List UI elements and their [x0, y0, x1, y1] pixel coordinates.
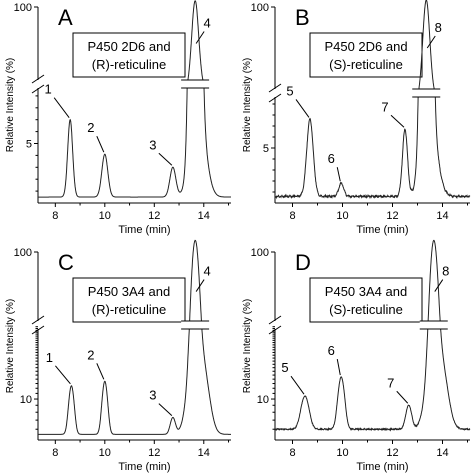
legend-line-1: P450 3A4 and	[88, 284, 170, 299]
x-tick-label: 10	[336, 447, 348, 459]
x-tick-label: 10	[99, 447, 111, 459]
peak-label: 5	[281, 360, 288, 375]
peak-label: 6	[328, 343, 335, 358]
y-tick-label: 5	[263, 143, 269, 155]
legend-line-1: P450 3A4 and	[325, 284, 407, 299]
x-tick-label: 14	[198, 210, 210, 222]
x-tick-label: 12	[386, 447, 398, 459]
panel-label: D	[295, 250, 311, 275]
x-tick-label: 12	[148, 210, 160, 222]
peak-label-leader	[290, 375, 305, 395]
y-tick-label: 100	[14, 2, 32, 14]
peak-label: 1	[46, 350, 53, 365]
y-tick-label: 100	[14, 247, 32, 259]
peak-label: 8	[435, 20, 442, 35]
peak-label-leader	[53, 97, 70, 118]
peak-break-gap	[419, 321, 448, 329]
peak-label-leader	[426, 35, 436, 49]
peak-label-leader	[158, 403, 173, 417]
peak-label: 7	[381, 99, 388, 114]
peak-label-leader	[96, 363, 105, 380]
y-axis-break-mark	[268, 93, 282, 103]
y-axis-title: Relative Intensity (%)	[242, 299, 253, 393]
legend-line-1: P450 2D6 and	[324, 39, 407, 54]
x-tick-label: 14	[436, 447, 448, 459]
chromatogram-trace	[38, 239, 231, 435]
peak-label: 1	[45, 82, 52, 97]
y-axis-break-mark	[268, 315, 282, 325]
y-axis-break-mark	[268, 83, 282, 93]
peak-label: 4	[204, 264, 211, 279]
peak-label-leader	[96, 136, 105, 153]
peak-label: 2	[87, 120, 94, 135]
chromatogram-trace	[38, 0, 231, 198]
x-tick-label: 8	[289, 210, 295, 222]
peak-label: 2	[87, 347, 94, 362]
x-tick-label: 12	[386, 210, 398, 222]
legend-line-2: (S)-reticuline	[329, 302, 403, 317]
y-axis-break-mark	[31, 74, 45, 84]
y-axis-break-mark	[31, 315, 45, 325]
legend-line-2: (R)-reticuline	[92, 57, 166, 72]
x-tick-label: 12	[148, 447, 160, 459]
y-tick-label: 10	[257, 394, 269, 406]
peak-label-leader	[336, 358, 341, 376]
chromatogram-trace	[274, 239, 471, 432]
y-tick-label: 100	[251, 247, 269, 259]
peak-label-leader	[390, 114, 405, 128]
x-tick-label: 14	[198, 447, 210, 459]
x-tick-label: 8	[52, 210, 58, 222]
peak-label: 7	[387, 375, 394, 390]
peak-label: 5	[286, 83, 293, 98]
panel-label: B	[295, 5, 310, 30]
chromatogram-trace	[274, 0, 471, 200]
legend-box	[309, 277, 423, 323]
peak-label: 3	[149, 388, 156, 403]
peak-break-gap	[412, 89, 441, 97]
panel-label: A	[58, 5, 73, 30]
legend-box	[309, 32, 423, 78]
panel-b: 8 10 12 14 5 100 Time (min) Relative Intensity …	[242, 0, 471, 236]
x-axis-title: Time (min)	[118, 224, 170, 236]
panel-label: C	[58, 250, 74, 275]
x-axis-title: Time (min)	[118, 461, 170, 473]
legend-box	[72, 277, 186, 323]
legend-line-1: P450 2D6 and	[87, 39, 170, 54]
y-tick-label: 100	[251, 2, 269, 14]
peak-label-leader	[336, 167, 341, 182]
panel-d: 8 10 12 14 10 100 Time (min) Relative Intensity…	[242, 239, 471, 473]
legend-line-2: (S)-reticuline	[329, 57, 403, 72]
x-tick-label: 8	[289, 447, 295, 459]
peak-label-leader	[396, 390, 409, 404]
x-axis-title: Time (min)	[356, 224, 408, 236]
x-tick-label: 10	[99, 210, 111, 222]
x-tick-label: 8	[52, 447, 58, 459]
x-tick-label: 10	[336, 210, 348, 222]
peak-break-gap	[181, 321, 210, 329]
peak-label: 6	[328, 151, 335, 166]
peak-label-leader	[158, 152, 173, 166]
peak-break-gap	[181, 80, 210, 88]
peak-label: 3	[149, 137, 156, 152]
peak-label-leader	[55, 365, 71, 385]
peak-label-leader	[295, 99, 310, 118]
x-tick-label: 14	[436, 210, 448, 222]
y-axis-title: Relative Intensity (%)	[5, 299, 16, 393]
y-tick-label: 5	[26, 139, 32, 151]
peak-label-leader	[195, 279, 205, 292]
x-axis-title: Time (min)	[356, 461, 408, 473]
y-axis-title: Relative Intensity (%)	[242, 58, 253, 152]
peak-label: 8	[442, 264, 449, 279]
y-axis-title: Relative Intensity (%)	[5, 58, 16, 152]
y-tick-label: 10	[20, 394, 32, 406]
y-axis-break-mark	[31, 84, 45, 94]
peak-label-leader	[434, 279, 444, 292]
peak-label-leader	[195, 31, 205, 44]
peak-label: 4	[204, 16, 211, 31]
legend-line-2: (R)-reticuline	[92, 302, 166, 317]
legend-box	[72, 32, 186, 78]
